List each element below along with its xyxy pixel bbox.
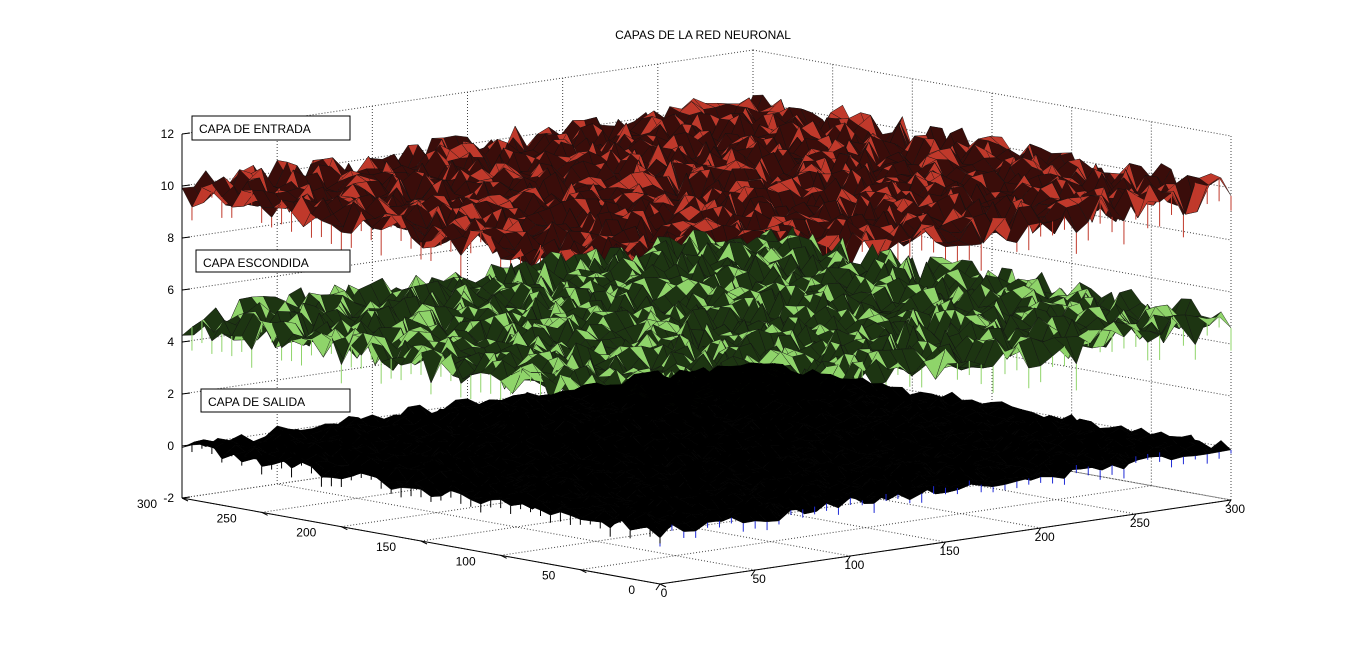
surface-layer (181, 225, 1232, 445)
surface-facet (1209, 177, 1232, 196)
surfaces (181, 94, 1232, 547)
surface-layer (181, 94, 1232, 309)
chart-title: CAPAS DE LA RED NEURONAL (615, 28, 791, 42)
grid-line-floor-y (580, 485, 1152, 571)
